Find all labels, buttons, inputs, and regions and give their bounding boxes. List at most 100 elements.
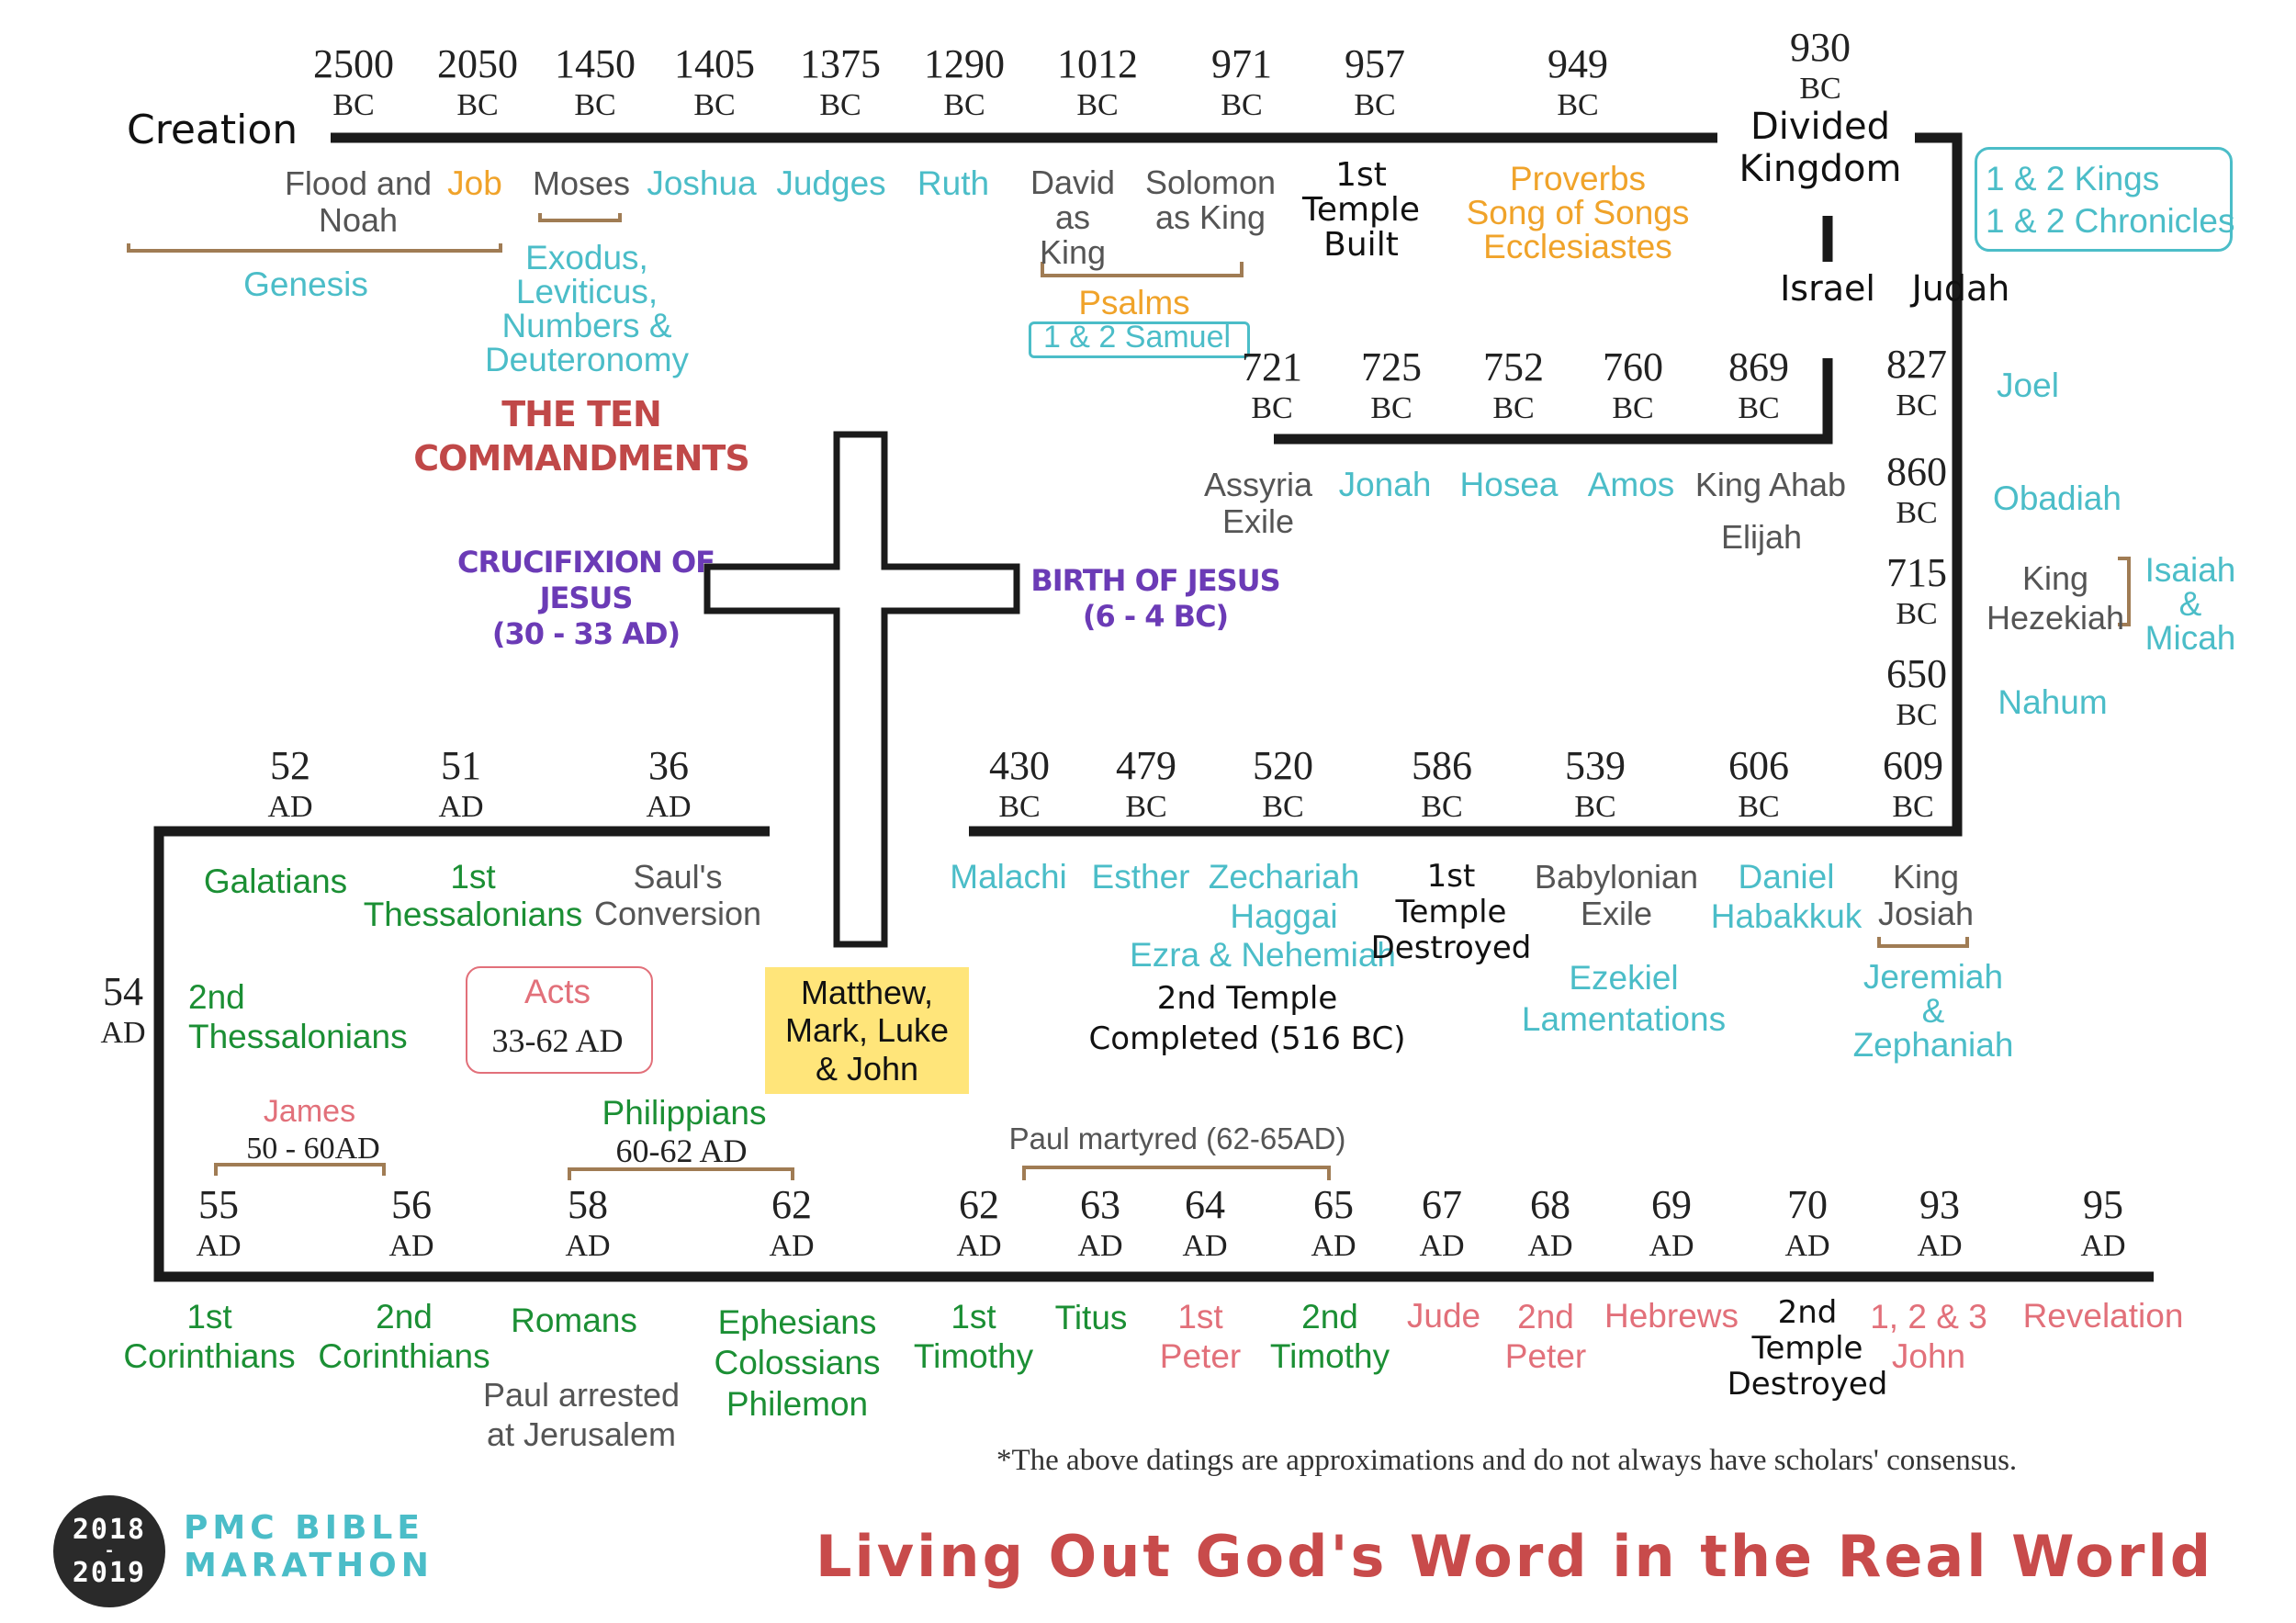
babylonian-exile: Babylonian Exile xyxy=(1534,858,1699,932)
row1-date-era: BC xyxy=(1076,88,1119,122)
row4-date-10: 69 AD xyxy=(1649,1185,1694,1262)
israel-date-year: 752 xyxy=(1483,344,1544,389)
paul-arrested: Paul arrested at Jerusalem xyxy=(482,1376,681,1454)
israel-date-era: BC xyxy=(1492,391,1535,425)
bracket-genesis xyxy=(127,243,502,253)
isaiah-micah-books: Isaiah & Micah xyxy=(2144,551,2236,657)
row4-date-year: 62 xyxy=(958,1182,999,1227)
row4-date-year: 67 xyxy=(1421,1182,1462,1227)
row4-date-9: 68 AD xyxy=(1527,1185,1572,1262)
row3-ad-date-year: 36 xyxy=(647,743,689,788)
row4-date-year: 65 xyxy=(1312,1182,1354,1227)
gospels-box xyxy=(765,967,969,1094)
row3-bc-date-0: 430 BC xyxy=(989,746,1050,823)
row1-date-5: 1290 BC xyxy=(924,44,1005,121)
row4-date-2: 58 AD xyxy=(565,1185,610,1262)
israel-date-4: 869 BC xyxy=(1728,347,1789,424)
king-ahab: King Ahab xyxy=(1694,466,1847,503)
kings-chronicles-books: 1 & 2 Kings 1 & 2 Chronicles xyxy=(1986,160,2235,241)
thessalonians2-book: 2nd Thessalonians xyxy=(188,978,408,1055)
judah-date-era: BC xyxy=(1896,496,1938,530)
israel-date-3: 760 BC xyxy=(1603,347,1663,424)
row3-bc-date-year: 609 xyxy=(1883,743,1943,788)
row1-date-year: 2050 xyxy=(437,41,518,86)
row4-date-year: 95 xyxy=(2082,1182,2123,1227)
first-temple-built: 1st Temple Built xyxy=(1301,156,1421,264)
row1-date-10: 930 BC xyxy=(1790,28,1851,105)
obadiah-book: Obadiah xyxy=(1993,479,2122,517)
bracket-paul-martyred xyxy=(1022,1166,1331,1180)
row3-ad-date-era: AD xyxy=(438,790,484,824)
bracket-philippians xyxy=(568,1167,794,1180)
row3-ad-date-era: AD xyxy=(267,790,313,824)
row1-date-era: BC xyxy=(819,88,861,122)
row4-date-13: 95 AD xyxy=(2080,1185,2125,1262)
row1-date-era: BC xyxy=(1799,72,1841,106)
row4-date-0: 55 AD xyxy=(196,1185,241,1262)
row3-ad-date-year: 51 xyxy=(440,743,481,788)
nahum-book: Nahum xyxy=(1998,683,2108,721)
row4-date-year: 69 xyxy=(1650,1182,1692,1227)
esther-book: Esther xyxy=(1091,858,1190,896)
samuel-box xyxy=(1029,321,1250,358)
judah-date-year: 715 xyxy=(1886,550,1947,595)
bracket-james xyxy=(214,1163,386,1176)
row3-ad-date-era: AD xyxy=(646,790,692,824)
row4-date-4: 62 AD xyxy=(956,1185,1001,1262)
solomon-as-king: Solomon as King xyxy=(1144,163,1277,236)
joel-book: Joel xyxy=(1997,366,2059,404)
row1-date-9: 949 BC xyxy=(1548,44,1608,121)
row4-date-year: 63 xyxy=(1079,1182,1120,1227)
israel-timeline xyxy=(1274,358,1833,445)
row4-date-era: AD xyxy=(565,1229,611,1263)
side-date-54ad: 54 AD xyxy=(100,969,146,1050)
bracket-isaiah xyxy=(2118,557,2131,626)
row1-date-year: 949 xyxy=(1548,41,1608,86)
haggai-book: Haggai xyxy=(1230,897,1338,935)
moses-label: Moses xyxy=(532,164,631,202)
row3-bc-date-year: 539 xyxy=(1565,743,1626,788)
row4-date-era: AD xyxy=(2080,1229,2126,1263)
row3-bc-date-era: BC xyxy=(1574,790,1616,824)
flood-noah: Flood and Noah xyxy=(284,164,433,239)
acts-box xyxy=(466,966,653,1074)
judah-date-year: 650 xyxy=(1886,651,1947,696)
genesis-book: Genesis xyxy=(243,265,368,303)
torah-books: Exodus, Leviticus, Numbers & Deuteronomy xyxy=(484,239,690,378)
zechariah-book: Zechariah xyxy=(1208,858,1360,896)
ten-commandments: THE TEN COMMANDMENTS xyxy=(413,394,749,479)
row3-bc-date-year: 430 xyxy=(989,743,1050,788)
second-temple-destroyed: 2nd Temple Destroyed xyxy=(1727,1294,1888,1403)
tagline: Living Out God's Word in the Real World xyxy=(816,1523,2214,1590)
row1-date-3: 1405 BC xyxy=(674,44,755,121)
philippians-book: Philippians xyxy=(602,1094,767,1132)
row1-date-era: BC xyxy=(456,88,499,122)
hebrews-book: Hebrews xyxy=(1604,1297,1739,1335)
row4-date-era: AD xyxy=(1784,1229,1830,1263)
row1-date-8: 957 BC xyxy=(1345,44,1405,121)
birth-of-jesus-label: BIRTH OF JESUS (6 - 4 BC) xyxy=(1030,563,1280,635)
israel-date-year: 760 xyxy=(1603,344,1663,389)
row3-bc-date-era: BC xyxy=(1421,790,1463,824)
row1-date-era: BC xyxy=(1354,88,1396,122)
titus-book: Titus xyxy=(1054,1299,1128,1336)
kings-chronicles-box xyxy=(1975,147,2233,252)
hosea-book: Hosea xyxy=(1459,466,1559,503)
row3-bc-date-era: BC xyxy=(998,790,1041,824)
joshua-book: Joshua xyxy=(647,164,757,202)
row4-date-7: 65 AD xyxy=(1311,1185,1356,1262)
row4-date-year: 64 xyxy=(1184,1182,1225,1227)
judah-date-3: 650 BC xyxy=(1886,654,1947,731)
galatians-book: Galatians xyxy=(203,862,348,900)
row3-bc-date-1: 479 BC xyxy=(1116,746,1176,823)
row3-bc-date-year: 586 xyxy=(1412,743,1472,788)
row4-date-year: 93 xyxy=(1919,1182,1960,1227)
israel-date-year: 869 xyxy=(1728,344,1789,389)
row4-date-era: AD xyxy=(1311,1229,1356,1263)
year-badge: 2018 - 2019 xyxy=(53,1495,165,1607)
row4-date-year: 55 xyxy=(197,1182,239,1227)
romans-book: Romans xyxy=(511,1302,637,1339)
amos-book: Amos xyxy=(1587,466,1675,503)
judah-date-era: BC xyxy=(1896,597,1938,631)
judah-date-era: BC xyxy=(1896,698,1938,732)
